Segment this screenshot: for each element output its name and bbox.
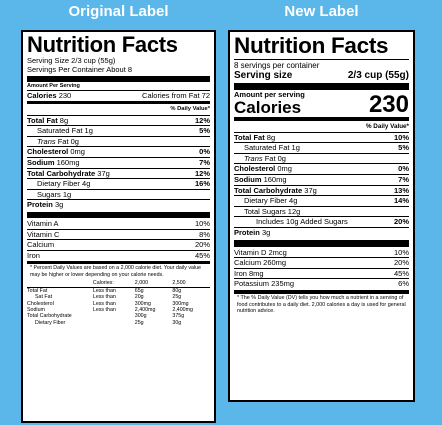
nutrient-row: Sodium 160mg 7% bbox=[27, 157, 210, 168]
divider bbox=[27, 212, 210, 219]
calories-from-fat: Calories from Fat 72 bbox=[142, 90, 210, 100]
vitamin-row: Iron 45% bbox=[27, 249, 210, 260]
nutrient-row: Cholesterol 0mg 0% bbox=[27, 146, 210, 157]
calories-label: Calories bbox=[27, 90, 57, 100]
new-calories-value: 230 bbox=[368, 91, 409, 118]
nutrient-row: Trans Fat 0g bbox=[234, 152, 409, 164]
divider bbox=[234, 83, 409, 90]
nutrient-row: Saturated Fat 1g 5% bbox=[234, 142, 409, 153]
original-calories-row: Calories 230 Calories from Fat 72 bbox=[27, 89, 210, 101]
original-label-heading: Original Label bbox=[68, 3, 169, 20]
nutrient-row: Saturated Fat 1g 5% bbox=[27, 125, 210, 136]
vitamin-row: Vitamin A 10% bbox=[27, 219, 210, 229]
new-title: Nutrition Facts bbox=[234, 33, 389, 58]
divider bbox=[234, 117, 409, 121]
new-label-heading: New Label bbox=[284, 3, 359, 20]
nutrient-row: Protein 3g bbox=[234, 226, 409, 238]
nutrient-row: Dietary Fiber 4g 16% bbox=[27, 178, 210, 189]
vitamin-row: Calcium 260mg 20% bbox=[234, 257, 409, 268]
original-dv-header: % Daily Value* bbox=[170, 106, 210, 113]
new-calories-label: Calories bbox=[234, 98, 302, 117]
vitamin-row: Vitamin D 2mcg 10% bbox=[234, 247, 409, 257]
nutrient-row: Total Carbohydrate 37g 12% bbox=[27, 167, 210, 178]
divider bbox=[27, 261, 210, 265]
calories-value: 230 bbox=[58, 90, 72, 100]
new-serving-size-row: Serving size 2/3 cup (55g) bbox=[234, 70, 409, 81]
original-title: Nutrition Facts bbox=[27, 32, 178, 57]
divider bbox=[234, 239, 409, 247]
vitamin-row: Iron 8mg 45% bbox=[234, 267, 409, 278]
new-footnote: * The % Daily Value (DV) tells you how m… bbox=[237, 294, 406, 315]
new-servings-per-container: 8 servings per container bbox=[234, 61, 320, 70]
vitamin-row: Vitamin C 8% bbox=[27, 228, 210, 239]
nutrient-row: Total Carbohydrate 37g 13% bbox=[234, 184, 409, 195]
divider bbox=[27, 76, 210, 82]
nutrient-row: Sodium 160mg 7% bbox=[234, 173, 409, 184]
vitamin-row: Calcium 20% bbox=[27, 239, 210, 250]
new-nutrition-label: Nutrition Facts 8 servings per container… bbox=[228, 30, 415, 402]
nutrient-row: Cholesterol 0mg 0% bbox=[234, 163, 409, 174]
nutrient-row-added-sugars: Includes 10g Added Sugars 20% bbox=[234, 216, 409, 227]
divider bbox=[27, 101, 210, 105]
original-nutrition-label: Nutrition Facts Serving Size 2/3 cup (55… bbox=[21, 30, 216, 423]
original-serving-size: Serving Size 2/3 cup (55g) bbox=[27, 56, 116, 65]
divider bbox=[234, 289, 409, 294]
nutrient-row: Sugars 1g bbox=[27, 188, 210, 200]
nutrient-row: Dietary Fiber 4g 14% bbox=[234, 195, 409, 206]
new-calories-block: Amount per serving Calories 230 bbox=[234, 90, 409, 118]
original-servings-per-container: Servings Per Container About 8 bbox=[27, 65, 133, 74]
original-footnote-table: Calories: 2,000 2,500 Total Fat Less than… bbox=[27, 280, 210, 326]
nutrient-row: Total Fat 8g 12% bbox=[27, 114, 210, 125]
new-amount-per-serving: Amount per serving bbox=[234, 90, 305, 99]
nutrient-row: Protein 3g bbox=[27, 199, 210, 210]
original-amount-per-serving: Amount Per Serving bbox=[27, 83, 80, 89]
original-footnote: * Percent Daily Values are based on a 2,… bbox=[30, 265, 201, 278]
nutrient-row: Total Sugars 12g bbox=[234, 205, 409, 217]
nutrient-row: Total Fat 8g 10% bbox=[234, 131, 409, 142]
nutrient-row: Trans Fat 0g bbox=[27, 135, 210, 147]
new-dv-header: % Daily Value* bbox=[365, 123, 409, 130]
vitamin-row: Potassium 235mg 6% bbox=[234, 278, 409, 289]
